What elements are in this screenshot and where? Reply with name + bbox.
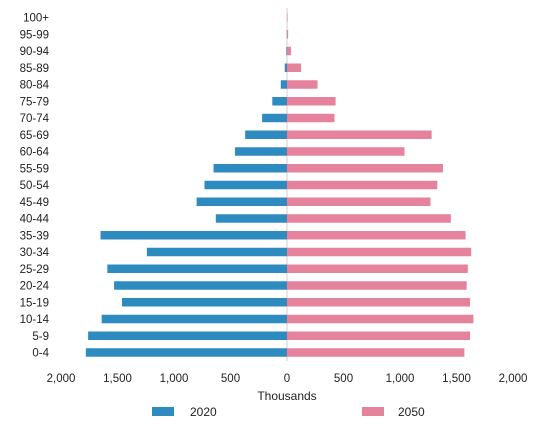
bar-2050-5-9 [287,331,471,340]
bar-2050-35-39 [287,231,466,240]
bar-2050-90-94 [287,46,291,56]
bar-2020-10-14 [101,314,288,324]
bar-2050-80-84 [287,80,318,89]
age-group-label: 40-44 [20,214,50,226]
bar-2050-85-89 [287,63,302,72]
bar-2050-0-4 [287,348,465,357]
x-tick-label: 2,000 [47,373,76,385]
x-tick-label: 500 [221,373,240,385]
bar-2020-85-89 [284,63,287,72]
age-group-label: 95-99 [20,29,49,41]
bar-2050-45-49 [287,197,431,206]
age-group-label: 10-14 [20,314,50,326]
age-group-label: 90-94 [20,46,50,58]
age-group-label: 100+ [23,13,49,25]
legend: 2020 2050 [152,405,425,419]
x-axis-label: Thousands [257,389,316,403]
bar-2050-75-79 [287,97,336,106]
bar-2050-25-29 [287,264,468,273]
age-group-label: 25-29 [20,264,49,276]
age-group-label: 20-24 [20,281,50,293]
bar-2050-100+ [287,13,288,22]
bar-2020-70-74 [262,113,287,123]
bar-2050-50-54 [287,180,438,190]
bar-2020-20-24 [114,281,287,290]
bar-2050-65-69 [287,130,432,139]
age-group-label: 55-59 [20,163,49,175]
bar-2050-30-34 [287,247,472,257]
x-tick-label: 0 [284,373,290,385]
x-tick-label: 2,000 [499,373,528,385]
age-group-label: 80-84 [20,80,50,92]
age-group-label: 70-74 [20,113,50,125]
bar-2020-45-49 [196,197,287,206]
bar-2020-0-4 [85,348,287,357]
bar-2050-70-74 [287,113,335,123]
bar-2050-20-24 [287,281,467,290]
legend-label-2050: 2050 [398,405,425,419]
age-group-label: 60-64 [20,147,50,159]
bar-2020-65-69 [245,130,287,139]
age-group-label: 50-54 [20,180,50,192]
bar-2020-35-39 [100,231,287,240]
bars [85,13,474,357]
x-tick-label: 500 [334,373,353,385]
age-group-label: 85-89 [20,63,49,75]
age-group-labels: 0-4 5-9 10-14 15-19 20-24 25-29 30-34 35-39 40-4… [20,13,50,360]
age-group-label: 65-69 [20,130,49,142]
age-group-label: 45-49 [20,197,49,209]
bar-2020-60-64 [235,147,287,156]
age-group-label: 75-79 [20,96,49,108]
bar-2020-55-59 [213,164,287,173]
bar-2050-55-59 [287,164,443,173]
bar-2020-80-84 [280,80,287,89]
age-group-label: 5-9 [32,331,49,343]
bar-2020-75-79 [272,97,287,106]
age-group-label: 15-19 [20,297,49,309]
bar-2020-5-9 [88,331,288,340]
bar-2050-10-14 [287,314,474,324]
x-tick-label: 1,500 [103,373,132,385]
bar-2050-40-44 [287,214,451,223]
bar-2050-95-99 [287,30,289,39]
legend-label-2020: 2020 [190,405,217,419]
age-group-label: 0-4 [32,348,49,360]
bar-2050-60-64 [287,147,405,156]
bar-2020-15-19 [122,298,288,307]
age-group-label: 30-34 [20,247,50,259]
x-tick-label: 1,000 [160,373,189,385]
bar-2020-50-54 [204,180,287,190]
legend-swatch-2050 [362,407,384,416]
x-tick-label: 1,000 [386,373,415,385]
bar-2020-25-29 [107,264,287,273]
bar-2020-90-94 [286,46,287,56]
bar-2020-30-34 [146,247,287,257]
bar-2050-15-19 [287,298,471,307]
x-axis-ticks: 2,000 1,500 1,000 500 0 500 1,000 1,500 2,000 [47,373,528,385]
bar-2020-40-44 [215,214,287,223]
x-tick-label: 1,500 [442,373,471,385]
legend-swatch-2020 [152,407,174,416]
age-group-label: 35-39 [20,230,49,242]
